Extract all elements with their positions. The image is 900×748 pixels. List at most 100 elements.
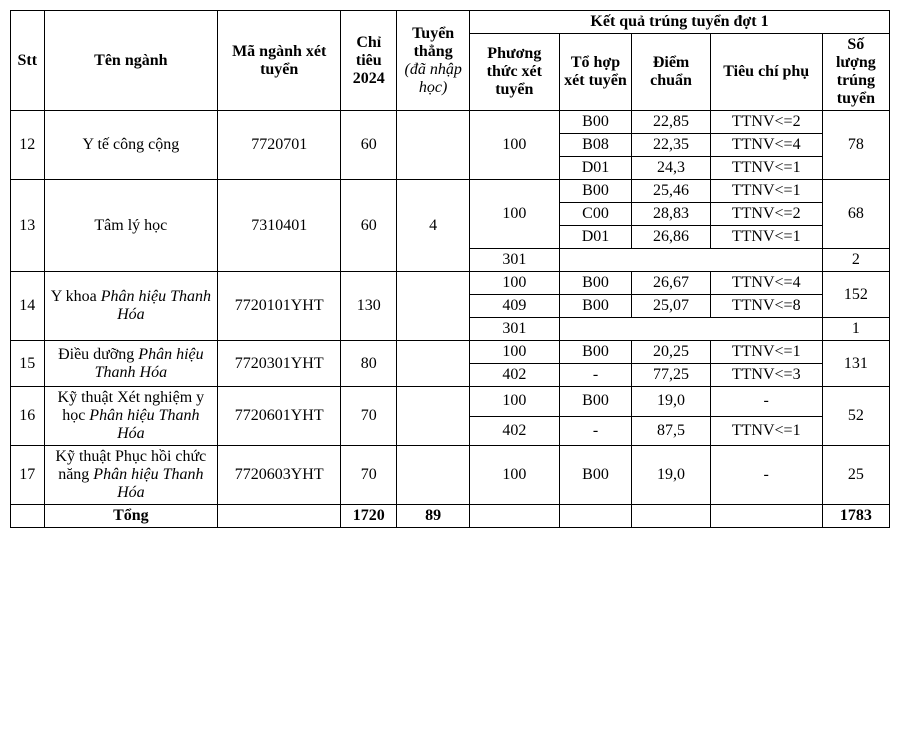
r13-ten: Tâm lý học xyxy=(44,180,218,272)
r17-chitieu: 70 xyxy=(341,446,397,505)
r16-chitieu: 70 xyxy=(341,387,397,446)
r15-l2-pt: 402 xyxy=(470,364,560,387)
header-row-1: Stt Tên ngành Mã ngành xét tuyển Chỉ tiê… xyxy=(11,11,890,34)
total-pt xyxy=(470,505,560,528)
r14-l1-d: 26,67 xyxy=(632,272,710,295)
admission-results-table: Stt Tên ngành Mã ngành xét tuyển Chỉ tiê… xyxy=(10,10,890,528)
r14-sl1: 152 xyxy=(822,272,889,318)
h-phuongthuc: Phương thức xét tuyển xyxy=(470,34,560,111)
r17-ma: 7720603YHT xyxy=(218,446,341,505)
r12-ma: 7720701 xyxy=(218,111,341,180)
r16-l2-tc: TTNV<=1 xyxy=(710,416,822,446)
r12-l2-th: B08 xyxy=(559,134,632,157)
total-sl: 1783 xyxy=(822,505,889,528)
r16-l2-th: - xyxy=(559,416,632,446)
h-tohop: Tổ hợp xét tuyển xyxy=(559,34,632,111)
r15-l1-d: 20,25 xyxy=(632,341,710,364)
r12-pt: 100 xyxy=(470,111,560,180)
r17-ten-it: Phân hiệu Thanh Hóa xyxy=(93,466,203,501)
r14-l2-th: B00 xyxy=(559,295,632,318)
r13-stt: 13 xyxy=(11,180,45,272)
h-ketqua: Kết quả trúng tuyển đợt 1 xyxy=(470,11,890,34)
r16-l1-th: B00 xyxy=(559,387,632,417)
total-ma xyxy=(218,505,341,528)
r12-l3-d: 24,3 xyxy=(632,157,710,180)
r15-l2-th: - xyxy=(559,364,632,387)
h-chitieu: Chỉ tiêu 2024 xyxy=(341,11,397,111)
row-total: Tổng 1720 89 1783 xyxy=(11,505,890,528)
h-tuyenthang: Tuyển thẳng (đã nhập học) xyxy=(397,11,470,111)
r12-l2-d: 22,35 xyxy=(632,134,710,157)
r12-tuyen xyxy=(397,111,470,180)
r17-tuyen xyxy=(397,446,470,505)
r13-tuyen: 4 xyxy=(397,180,470,272)
h-tuyenthang-italic: (đã nhập học) xyxy=(404,61,461,96)
r14-ten-plain: Y khoa xyxy=(51,288,101,305)
r12-l3-th: D01 xyxy=(559,157,632,180)
r14-ten-it: Phân hiệu Thanh Hóa xyxy=(101,288,211,323)
r17-tc: - xyxy=(710,446,822,505)
row-15-line1: 15 Điều dưỡng Phân hiệu Thanh Hóa 772030… xyxy=(11,341,890,364)
r17-pt: 100 xyxy=(470,446,560,505)
h-tuyenthang-bold: Tuyển thẳng xyxy=(412,25,454,60)
h-ma: Mã ngành xét tuyển xyxy=(218,11,341,111)
r13-pt1: 100 xyxy=(470,180,560,249)
row-16-line1: 16 Kỹ thuật Xét nghiệm y học Phân hiệu T… xyxy=(11,387,890,417)
total-stt xyxy=(11,505,45,528)
r15-ma: 7720301YHT xyxy=(218,341,341,387)
r15-tuyen xyxy=(397,341,470,387)
row-17: 17 Kỹ thuật Phục hồi chức năng Phân hiệu… xyxy=(11,446,890,505)
r15-sl: 131 xyxy=(822,341,889,387)
r12-l1-tc: TTNV<=2 xyxy=(710,111,822,134)
r12-l1-d: 22,85 xyxy=(632,111,710,134)
r16-ten: Kỹ thuật Xét nghiệm y học Phân hiệu Than… xyxy=(44,387,218,446)
r13-chitieu: 60 xyxy=(341,180,397,272)
r14-ten: Y khoa Phân hiệu Thanh Hóa xyxy=(44,272,218,341)
r14-chitieu: 130 xyxy=(341,272,397,341)
r17-stt: 17 xyxy=(11,446,45,505)
r16-l1-tc: - xyxy=(710,387,822,417)
r12-chitieu: 60 xyxy=(341,111,397,180)
r13-l3-d: 26,86 xyxy=(632,226,710,249)
r15-ten-plain: Điều dưỡng xyxy=(58,346,138,363)
h-ten: Tên ngành xyxy=(44,11,218,111)
r14-tuyen xyxy=(397,272,470,341)
r12-l1-th: B00 xyxy=(559,111,632,134)
r12-l2-tc: TTNV<=4 xyxy=(710,134,822,157)
r13-l2-tc: TTNV<=2 xyxy=(710,203,822,226)
r14-l1-pt: 100 xyxy=(470,272,560,295)
r17-sl: 25 xyxy=(822,446,889,505)
total-th xyxy=(559,505,632,528)
row-13-line1: 13 Tâm lý học 7310401 60 4 100 B00 25,46… xyxy=(11,180,890,203)
row-12-line1: 12 Y tế công cộng 7720701 60 100 B00 22,… xyxy=(11,111,890,134)
r14-l3-pt: 301 xyxy=(470,318,560,341)
h-tieuchiphu: Tiêu chí phụ xyxy=(710,34,822,111)
r16-sl: 52 xyxy=(822,387,889,446)
r14-l2-pt: 409 xyxy=(470,295,560,318)
r15-l2-d: 77,25 xyxy=(632,364,710,387)
r14-stt: 14 xyxy=(11,272,45,341)
total-label: Tổng xyxy=(44,505,218,528)
r13-l3-tc: TTNV<=1 xyxy=(710,226,822,249)
r15-l2-tc: TTNV<=3 xyxy=(710,364,822,387)
r16-l2-pt: 402 xyxy=(470,416,560,446)
h-soluong: Số lượng trúng tuyển xyxy=(822,34,889,111)
h-diemchuan: Điểm chuẩn xyxy=(632,34,710,111)
r12-sl: 78 xyxy=(822,111,889,180)
h-stt: Stt xyxy=(11,11,45,111)
r13-l3-th: D01 xyxy=(559,226,632,249)
r14-l2-tc: TTNV<=8 xyxy=(710,295,822,318)
r14-l2-d: 25,07 xyxy=(632,295,710,318)
r16-ten-it: Phân hiệu Thanh Hóa xyxy=(89,407,199,442)
r13-sl2: 2 xyxy=(822,249,889,272)
r15-chitieu: 80 xyxy=(341,341,397,387)
r15-ten: Điều dưỡng Phân hiệu Thanh Hóa xyxy=(44,341,218,387)
r13-l2-th: C00 xyxy=(559,203,632,226)
total-tuyen: 89 xyxy=(397,505,470,528)
r14-ma: 7720101YHT xyxy=(218,272,341,341)
r13-l1-th: B00 xyxy=(559,180,632,203)
total-tc xyxy=(710,505,822,528)
r13-ma: 7310401 xyxy=(218,180,341,272)
r17-d: 19,0 xyxy=(632,446,710,505)
r15-l1-pt: 100 xyxy=(470,341,560,364)
